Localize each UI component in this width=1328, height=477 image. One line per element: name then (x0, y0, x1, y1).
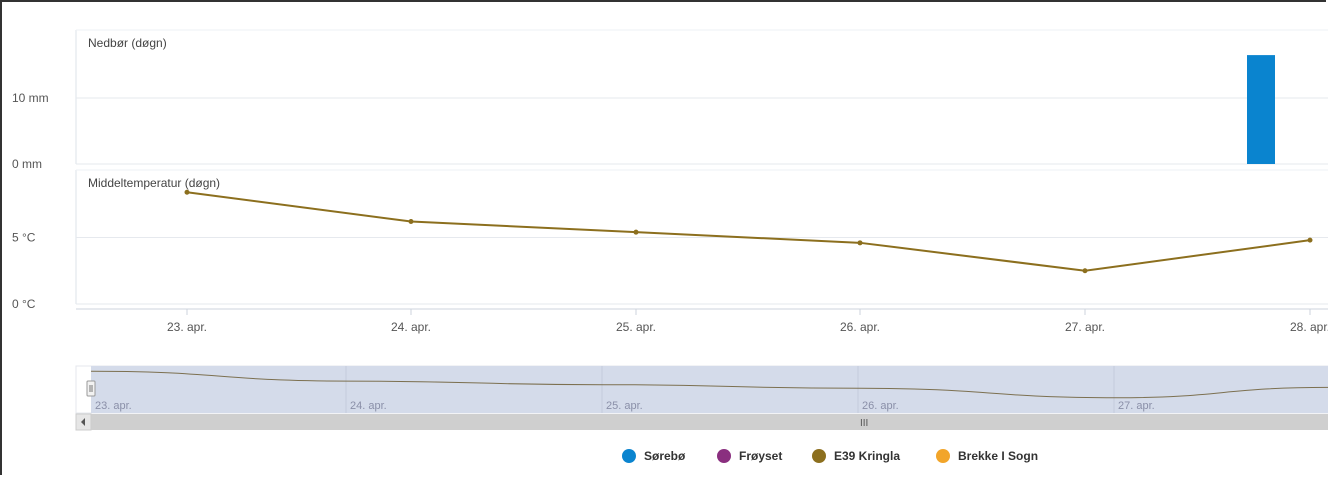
legend-item[interactable]: Frøyset (717, 449, 782, 463)
navigator-selected-range[interactable] (91, 366, 1328, 413)
x-tick-label: 28. apr. (1290, 320, 1328, 334)
precip-y-tick-label: 0 mm (12, 157, 42, 171)
precip-bars (1247, 55, 1275, 164)
navigator-labels: 23. apr. 24. apr. 25. apr. 26. apr. 27. apr. (95, 400, 1155, 412)
x-tick-label: 26. apr. (840, 320, 880, 334)
navigator-gridlines (345, 366, 1115, 413)
navigator-left-handle[interactable] (86, 380, 96, 397)
navigator-label: 24. apr. (350, 400, 387, 412)
temp-point[interactable] (408, 219, 414, 225)
legend-dot-icon (812, 449, 826, 463)
chart-area: Nedbør (døgn) Middeltemperatur (døgn) 0 … (12, 29, 1328, 431)
x-tick-label: 23. apr. (167, 320, 207, 334)
scrollbar-grip: III (860, 418, 868, 429)
x-tick-label: 24. apr. (391, 320, 431, 334)
legend-item[interactable]: Sørebø (622, 449, 685, 463)
legend-label: Brekke I Sogn (958, 449, 1039, 463)
temp-point[interactable] (857, 240, 863, 246)
legend-dot-icon (717, 449, 731, 463)
x-tick-label: 27. apr. (1065, 320, 1105, 334)
legend-label: E39 Kringla (834, 449, 901, 463)
temp-panel-title: Middeltemperatur (døgn) (88, 176, 220, 190)
temp-line[interactable] (186, 191, 1311, 272)
precip-panel-title: Nedbør (døgn) (88, 36, 167, 50)
legend-label: Sørebø (644, 449, 686, 463)
temp-y-tick-label: 5 °C (12, 231, 36, 245)
temp-point[interactable] (184, 189, 190, 195)
precip-y-ticks: 0 mm 10 mm (12, 91, 49, 171)
legend-dot-icon (622, 449, 636, 463)
temp-point[interactable] (633, 229, 639, 235)
precip-gridlines (76, 97, 1328, 165)
temp-y-ticks: 0 °C 5 °C (12, 231, 36, 312)
temp-gridlines (76, 237, 1328, 305)
legend: Sørebø Frøyset E39 Kringla Brekke I Sogn (0, 449, 1328, 469)
temp-series-line (184, 189, 1313, 274)
temp-point[interactable] (1082, 268, 1088, 274)
navigator-label: 25. apr. (606, 400, 643, 412)
navigator-label: 27. apr. (1118, 400, 1155, 412)
legend-item[interactable]: E39 Kringla (812, 449, 900, 463)
legend-label: Frøyset (739, 449, 783, 463)
x-tick-label: 25. apr. (616, 320, 656, 334)
temp-y-tick-label: 0 °C (12, 297, 36, 311)
scrollbar-thumb[interactable] (91, 414, 1328, 430)
legend-item[interactable]: Brekke I Sogn (936, 449, 1038, 463)
navigator-label: 26. apr. (862, 400, 899, 412)
temp-point[interactable] (1307, 237, 1313, 243)
precip-bar[interactable] (1247, 55, 1275, 164)
precip-y-tick-label: 10 mm (12, 91, 49, 105)
navigator-label: 23. apr. (95, 400, 132, 412)
x-axis-ticks: 23. apr. 24. apr. 25. apr. 26. apr. 27. apr.… (167, 309, 1328, 334)
navigator-series-line (90, 370, 1328, 399)
scroll-left-arrow-icon (81, 418, 85, 426)
legend-dot-icon (936, 449, 950, 463)
